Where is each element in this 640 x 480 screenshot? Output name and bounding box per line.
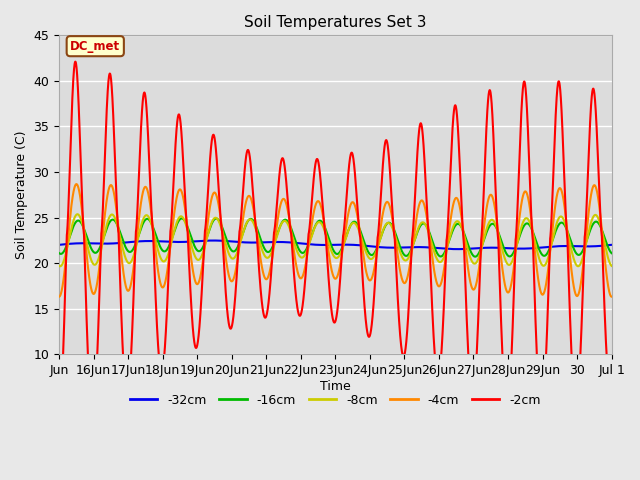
-4cm xyxy=(356,228,364,234)
-32cm xyxy=(515,246,522,252)
-4cm xyxy=(72,181,80,187)
-8cm xyxy=(170,229,178,235)
-32cm xyxy=(487,245,495,251)
-8cm xyxy=(55,263,63,269)
-16cm xyxy=(356,227,364,232)
Line: -2cm: -2cm xyxy=(59,61,612,426)
-16cm xyxy=(515,238,522,243)
Line: -8cm: -8cm xyxy=(59,214,612,266)
-2cm xyxy=(72,59,79,64)
-8cm xyxy=(515,237,522,242)
-32cm xyxy=(608,242,616,248)
-4cm xyxy=(386,203,394,208)
-16cm xyxy=(178,216,186,221)
-32cm xyxy=(170,239,177,245)
-16cm xyxy=(529,228,536,234)
-4cm xyxy=(170,214,178,220)
-4cm xyxy=(55,294,63,300)
-4cm xyxy=(487,192,495,198)
-16cm xyxy=(55,250,63,256)
-8cm xyxy=(529,228,536,234)
-32cm xyxy=(529,245,536,251)
-4cm xyxy=(608,294,616,300)
-32cm xyxy=(55,242,63,248)
-8cm xyxy=(356,231,364,237)
-2cm xyxy=(55,423,63,429)
-8cm xyxy=(56,264,64,269)
Legend: -32cm, -16cm, -8cm, -4cm, -2cm: -32cm, -16cm, -8cm, -4cm, -2cm xyxy=(125,389,546,412)
-8cm xyxy=(386,221,394,227)
-8cm xyxy=(487,217,495,223)
-16cm xyxy=(472,254,479,260)
-2cm xyxy=(386,162,394,168)
-2cm xyxy=(356,233,364,239)
-8cm xyxy=(74,211,81,217)
-32cm xyxy=(454,246,461,252)
-32cm xyxy=(386,245,394,251)
-32cm xyxy=(356,242,364,248)
-2cm xyxy=(529,231,536,237)
Y-axis label: Soil Temperature (C): Soil Temperature (C) xyxy=(15,131,28,259)
-32cm xyxy=(209,238,217,243)
-16cm xyxy=(608,250,616,256)
-16cm xyxy=(487,221,495,227)
-8cm xyxy=(608,263,616,269)
-2cm xyxy=(514,192,522,198)
Line: -4cm: -4cm xyxy=(59,184,612,297)
X-axis label: Time: Time xyxy=(320,380,351,393)
-2cm xyxy=(170,174,178,180)
-16cm xyxy=(170,230,177,236)
-4cm xyxy=(529,225,536,231)
Line: -16cm: -16cm xyxy=(59,218,612,257)
Text: DC_met: DC_met xyxy=(70,40,120,53)
-2cm xyxy=(608,385,616,391)
-2cm xyxy=(487,93,495,98)
-4cm xyxy=(514,227,522,233)
Line: -32cm: -32cm xyxy=(59,240,612,249)
Title: Soil Temperatures Set 3: Soil Temperatures Set 3 xyxy=(244,15,427,30)
-16cm xyxy=(386,220,394,226)
